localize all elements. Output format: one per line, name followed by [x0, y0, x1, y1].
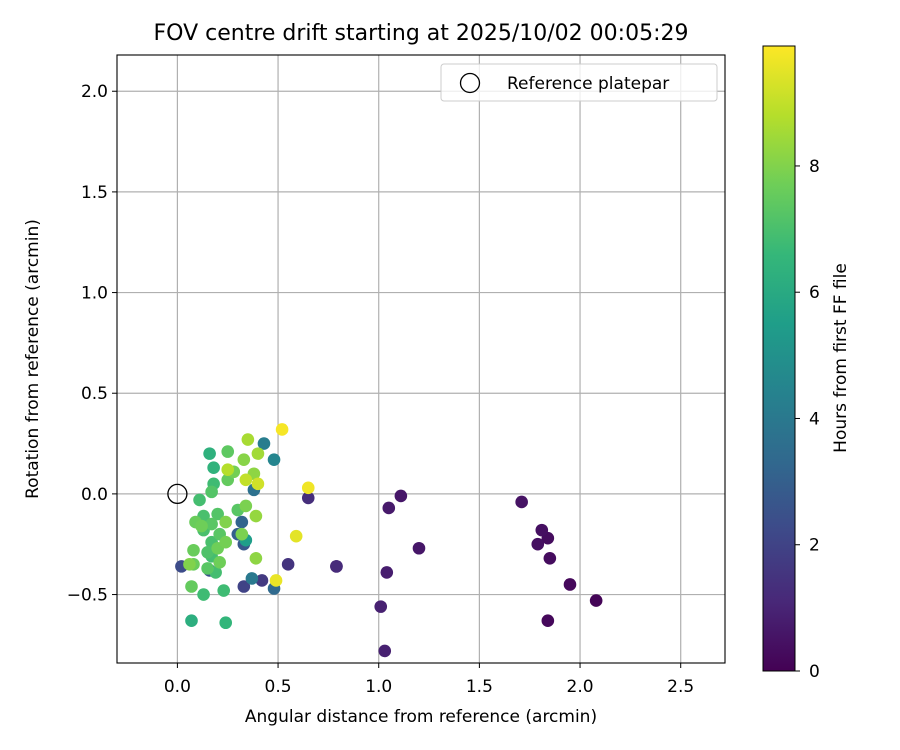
- grid: [117, 55, 725, 663]
- scatter-point: [201, 545, 214, 559]
- scatter-point: [185, 580, 198, 593]
- scatter-point: [217, 584, 231, 597]
- y-tick-label: 1.5: [81, 183, 108, 203]
- scatter-point: [211, 507, 224, 521]
- scatter-point: [219, 616, 233, 630]
- scatter-point: [382, 501, 396, 515]
- plot-frame: [116, 54, 726, 664]
- x-tick-label: 0.5: [265, 677, 292, 697]
- scatter-point: [239, 473, 253, 487]
- scatter-point: [289, 529, 303, 543]
- scatter-point: [251, 477, 265, 491]
- scatter-point: [239, 499, 253, 513]
- scatter-point: [563, 578, 577, 591]
- x-tick-label: 1.5: [466, 677, 493, 697]
- scatter-point: [237, 453, 251, 466]
- colorbar-gradient: [762, 45, 796, 672]
- scatter-point: [201, 562, 214, 575]
- scatter-point: [380, 566, 394, 579]
- scatter-point: [197, 588, 210, 601]
- colorbar-tick-label: 4: [809, 409, 820, 429]
- scatter-point: [378, 644, 392, 658]
- scatter-point: [267, 453, 281, 466]
- scatter-point: [330, 560, 343, 573]
- scatter-point: [515, 495, 528, 509]
- scatter-point: [589, 594, 603, 607]
- scatter-point: [203, 447, 216, 460]
- scatter-point: [543, 552, 557, 565]
- colorbar: 0 2 4 6 8 Hours from first FF file: [762, 45, 851, 682]
- colorbar-ticks: 0 2 4 6 8: [795, 157, 820, 682]
- legend: Reference platepar: [440, 63, 718, 102]
- scatter-point: [275, 423, 289, 436]
- scatter-point: [245, 572, 259, 585]
- scatter-point: [207, 461, 220, 475]
- scatter-point: [257, 437, 271, 450]
- scatter-point: [187, 543, 200, 557]
- scatter-points: [175, 423, 603, 658]
- y-tick-label: 1.0: [81, 284, 108, 304]
- scatter-point: [205, 517, 218, 531]
- legend-label: Reference platepar: [507, 74, 669, 94]
- colorbar-tick-label: 6: [809, 283, 820, 303]
- scatter-point: [301, 491, 315, 505]
- y-tick-label: −0.5: [67, 586, 108, 606]
- scatter-point: [237, 580, 251, 593]
- scatter-point: [235, 527, 249, 541]
- scatter-point: [251, 447, 265, 460]
- colorbar-label: Hours from first FF file: [831, 263, 851, 453]
- colorbar-tick-label: 0: [809, 662, 820, 682]
- scatter-point: [374, 600, 388, 613]
- scatter-point: [249, 552, 263, 565]
- scatter-point: [531, 537, 545, 551]
- scatter-point: [185, 614, 198, 628]
- scatter-point: [541, 614, 555, 628]
- scatter-point: [221, 445, 235, 458]
- x-tick-label: 2.5: [667, 677, 694, 697]
- scatter-point: [394, 489, 408, 503]
- x-axis-ticks: 0.0 0.5 1.0 1.5 2.0 2.5: [164, 663, 694, 697]
- scatter-point: [195, 519, 208, 533]
- chart-title: FOV centre drift starting at 2025/10/02 …: [154, 21, 689, 46]
- scatter-point: [193, 493, 206, 507]
- colorbar-tick-label: 8: [809, 157, 820, 177]
- scatter-point: [249, 509, 263, 523]
- y-tick-label: 0.0: [81, 485, 108, 505]
- scatter-point: [219, 515, 233, 529]
- y-axis-label: Rotation from reference (arcmin): [23, 219, 43, 499]
- scatter-point: [241, 433, 255, 446]
- scatter-point: [269, 574, 283, 587]
- x-tick-label: 0.0: [164, 677, 191, 697]
- scatter-point: [412, 541, 426, 555]
- legend-box: [440, 63, 718, 102]
- scatter-point: [221, 463, 235, 477]
- scatter-point: [301, 481, 315, 495]
- scatter-point: [235, 515, 249, 529]
- y-tick-label: 2.0: [81, 82, 108, 102]
- scatter-point: [535, 523, 549, 537]
- reference-marker: [167, 483, 188, 505]
- scatter-point: [281, 558, 295, 571]
- colorbar-tick-label: 2: [809, 536, 820, 556]
- scatter-point: [205, 485, 218, 499]
- y-axis-ticks: −0.5 0.0 0.5 1.0 1.5 2.0: [67, 82, 117, 606]
- x-tick-label: 2.0: [567, 677, 594, 697]
- scatter-point: [213, 556, 226, 569]
- y-tick-label: 0.5: [81, 384, 108, 404]
- x-axis-label: Angular distance from reference (arcmin): [245, 707, 597, 727]
- x-tick-label: 1.0: [365, 677, 392, 697]
- legend-marker: [459, 72, 481, 94]
- scatter-point: [219, 535, 233, 549]
- scatter-point: [183, 558, 196, 571]
- scatter-point: [255, 574, 269, 587]
